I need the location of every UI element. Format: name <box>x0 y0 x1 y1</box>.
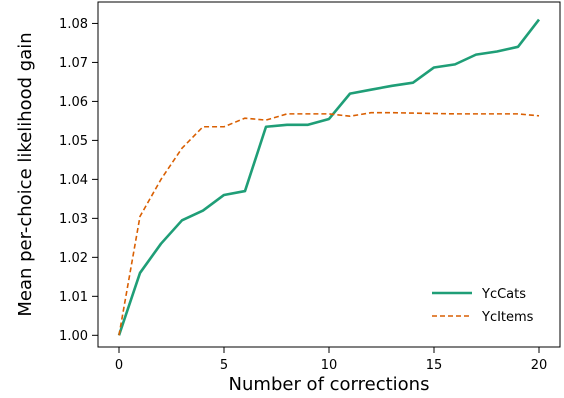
series-line-yccats <box>117 18 541 336</box>
y-tick-label: 1.08 <box>59 17 88 32</box>
y-tick-label: 1.06 <box>59 95 88 110</box>
x-tick-label: 15 <box>426 358 443 373</box>
x-tick-label: 20 <box>531 358 548 373</box>
y-tick-label: 1.00 <box>59 329 88 344</box>
series-layer <box>117 18 541 336</box>
legend-label-ycitems: YcItems <box>481 310 534 325</box>
series-line-ycitems <box>118 111 540 336</box>
x-axis: 0 5 10 15 20 <box>115 347 547 373</box>
y-axis: 1.00 1.01 1.02 1.03 1.04 1.05 1.06 1.07 1.08 <box>59 17 98 344</box>
legend: YcCats YcItems <box>432 287 534 325</box>
y-tick-label: 1.02 <box>59 251 88 266</box>
x-axis-label: Number of corrections <box>229 374 430 395</box>
x-tick-label: 10 <box>321 358 338 373</box>
x-tick-label: 0 <box>115 358 123 373</box>
y-tick-label: 1.01 <box>59 290 88 305</box>
legend-label-yccats: YcCats <box>481 287 526 302</box>
y-axis-label: Mean per-choice likelihood gain <box>15 32 36 316</box>
y-tick-label: 1.04 <box>59 173 88 188</box>
x-tick-label: 5 <box>220 358 228 373</box>
y-tick-label: 1.03 <box>59 212 88 227</box>
y-tick-label: 1.05 <box>59 134 88 149</box>
y-tick-label: 1.07 <box>59 56 88 71</box>
